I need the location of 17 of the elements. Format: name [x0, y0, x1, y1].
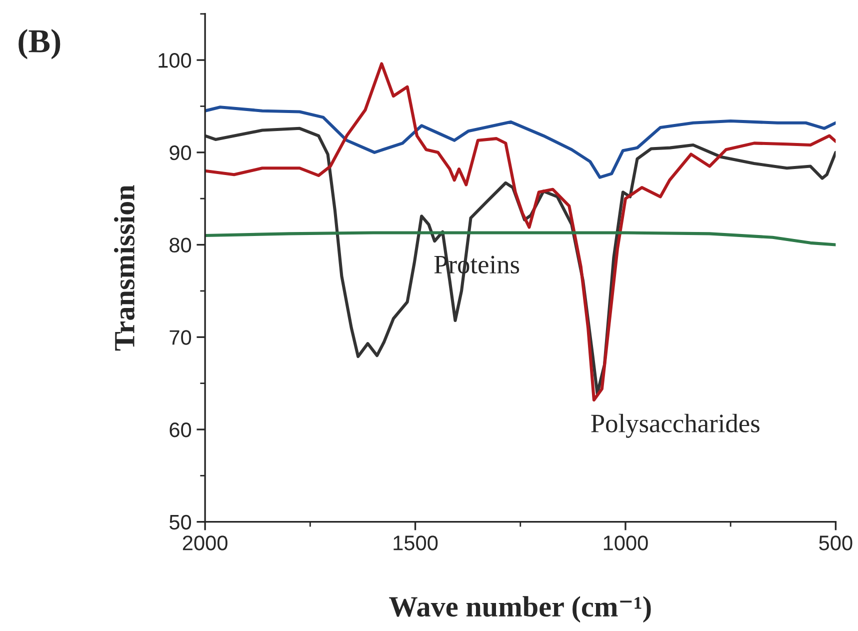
y-tick-label: 60	[170, 422, 192, 438]
x-tick-label: 500	[819, 536, 852, 550]
chart-title: (B)	[18, 29, 60, 60]
x-tick-label: 2000	[182, 536, 228, 550]
annotation: Polysaccharides	[591, 414, 760, 438]
x-axis-title: Wave number (cm⁻¹)	[389, 596, 651, 623]
y-tick-label: 50	[170, 514, 192, 530]
y-tick-label: 80	[170, 238, 192, 253]
x-tick-label: 1500	[394, 536, 438, 550]
y-tick-label: 100	[158, 53, 192, 68]
line-series	[205, 62, 836, 402]
line-series	[205, 231, 836, 246]
line-series	[205, 106, 836, 179]
x-tick-label: 1000	[604, 536, 648, 550]
y-tick-label: 70	[170, 330, 192, 345]
y-axis-title: Transmission	[114, 185, 135, 351]
y-tick-label: 90	[170, 145, 192, 160]
